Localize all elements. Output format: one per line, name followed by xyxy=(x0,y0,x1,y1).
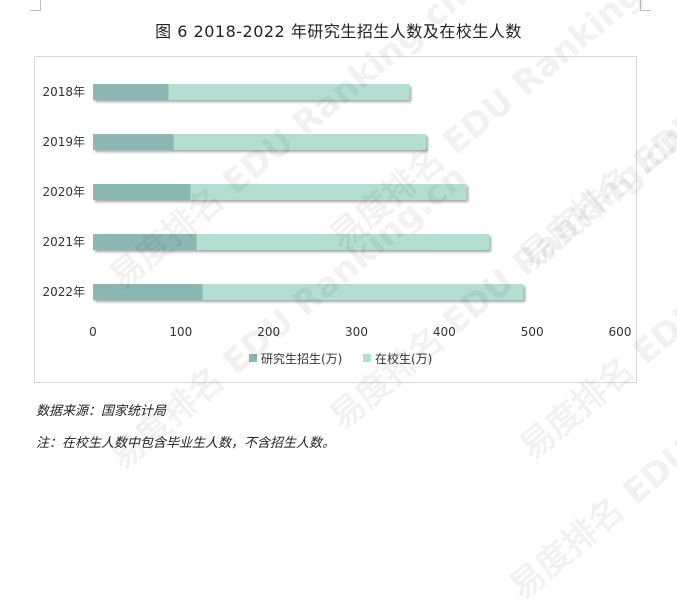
y-tick-label: 2018年 xyxy=(42,85,85,99)
legend: 研究生招生(万) 在校生(万) xyxy=(249,351,432,366)
x-tick-label: 600 xyxy=(609,325,632,339)
bar-enrollment xyxy=(93,234,197,250)
x-tick-label: 500 xyxy=(521,325,544,339)
bar-group xyxy=(93,134,426,150)
bar-group xyxy=(93,234,490,250)
footnote: 注：在校生人数中包含毕业生人数，不含招生人数。 xyxy=(36,436,336,451)
y-axis-labels: 2018年 2019年 2020年 2021年 2022年 xyxy=(42,85,85,299)
bar-chart: 2018年 2019年 2020年 2021年 2022年 0 100 200 300 400 5… xyxy=(42,84,631,366)
bar-enrollment xyxy=(93,284,203,300)
legend-swatch xyxy=(363,354,371,362)
bar-in-school xyxy=(168,84,410,100)
legend-label: 研究生招生(万) xyxy=(261,351,342,366)
corner-mark-left xyxy=(30,0,41,11)
bar-in-school xyxy=(173,134,426,150)
y-tick-label: 2022年 xyxy=(42,285,85,299)
legend-label: 在校生(万) xyxy=(375,351,432,366)
bar-group xyxy=(93,84,410,100)
y-tick-label: 2021年 xyxy=(42,235,85,249)
x-tick-label: 200 xyxy=(257,325,280,339)
corner-mark-right xyxy=(640,0,651,11)
bar-enrollment xyxy=(93,84,169,100)
bars-layer xyxy=(93,84,524,300)
bar-enrollment xyxy=(93,134,174,150)
chart-frame: 2018年 2019年 2020年 2021年 2022年 0 100 200 300 400 5… xyxy=(34,56,637,383)
chart-title: 图 6 2018-2022 年研究生招生人数及在校生人数 xyxy=(155,22,522,41)
y-tick-label: 2020年 xyxy=(42,185,85,199)
y-tick-label: 2019年 xyxy=(42,135,85,149)
x-axis-labels: 0 100 200 300 400 500 600 xyxy=(89,325,631,339)
bar-group xyxy=(93,184,467,200)
bar-in-school xyxy=(196,234,490,250)
x-tick-label: 300 xyxy=(345,325,368,339)
x-tick-label: 0 xyxy=(89,325,97,339)
data-source: 数据来源：国家统计局 xyxy=(36,404,167,419)
x-tick-label: 100 xyxy=(169,325,192,339)
legend-swatch xyxy=(249,354,257,362)
bar-in-school xyxy=(202,284,524,300)
bar-group xyxy=(93,284,524,300)
x-tick-label: 400 xyxy=(433,325,456,339)
bar-enrollment xyxy=(93,184,191,200)
bar-in-school xyxy=(190,184,467,200)
